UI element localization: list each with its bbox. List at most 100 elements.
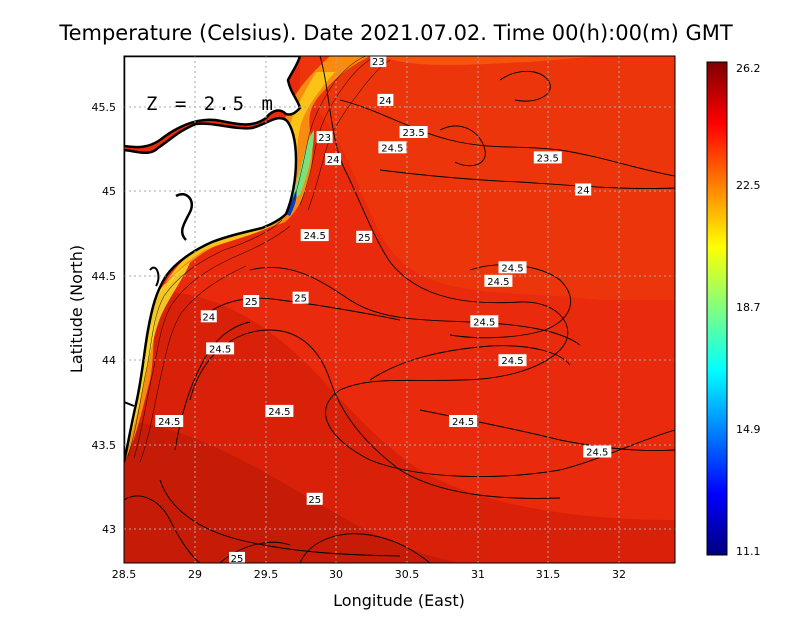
contour-label: 23 <box>316 131 333 144</box>
contour-label: 23.5 <box>399 126 428 139</box>
lat-lon-grid <box>124 56 675 563</box>
contour-label-text: 24.5 <box>487 277 509 288</box>
colorbar-tick-label: 22.5 <box>736 179 761 192</box>
contour-label-box <box>370 56 387 68</box>
contour-label: 24.5 <box>300 229 329 242</box>
coastal-isotherm-lines <box>127 56 391 463</box>
contour-label-box <box>378 141 407 154</box>
contour-label-box <box>449 415 478 427</box>
contour-label: 24.5 <box>155 415 184 428</box>
land-north <box>124 56 302 149</box>
contour-label: 24 <box>325 153 342 166</box>
contour-label-box <box>377 93 394 106</box>
contour-label: 24.5 <box>378 141 407 154</box>
contour-label-text: 24.5 <box>381 143 403 154</box>
isotherm-lines <box>124 56 675 563</box>
x-tick-label: 29 <box>188 568 202 581</box>
contour-label-text: 23 <box>372 57 385 68</box>
contour-label: 24.5 <box>206 342 235 355</box>
contour-label-text: 24 <box>379 96 392 107</box>
contour-label: 24.5 <box>498 354 527 367</box>
contour-label-text: 25 <box>231 554 244 565</box>
contour-label: 24.5 <box>583 445 612 459</box>
contour-label-box <box>533 151 562 164</box>
contour-label-box <box>306 492 323 505</box>
x-axis-label: Longitude (East) <box>333 591 465 610</box>
contour-label-box <box>229 551 245 563</box>
cooler-water-region <box>300 56 675 300</box>
colorbar-tick-label: 11.1 <box>736 545 761 558</box>
colorbar-gradient <box>706 61 728 556</box>
contour-label-text: 24.5 <box>473 317 495 328</box>
y-tick-label: 44.5 <box>92 270 117 283</box>
contour-label-box <box>325 153 342 166</box>
contour-label-text: 24 <box>327 155 340 166</box>
colorbar: 26.2 22.5 18.7 14.9 11.1 <box>706 61 761 558</box>
x-axis-ticks: 28.5 29 29.5 30 30.5 31 31.5 32 <box>112 568 626 581</box>
contour-label-text: 25 <box>308 495 321 506</box>
contour-label-box <box>399 126 428 138</box>
contour-label-text: 25 <box>358 233 371 244</box>
contour-label: 25 <box>292 291 309 305</box>
contour-label: 24.5 <box>484 274 513 288</box>
contour-label-text: 25 <box>294 294 307 305</box>
y-tick-label: 43.5 <box>92 439 117 452</box>
map-plot-area: 23 24 23.5 24.5 23 24 23.5 24 24.5 25 24.5 24.5 25 25… <box>124 56 675 565</box>
x-tick-label: 30 <box>329 568 343 581</box>
y-tick-label: 45.5 <box>92 101 117 114</box>
contour-label-text: 24.5 <box>268 407 290 418</box>
contour-label-box <box>583 445 612 458</box>
colorbar-tick-label: 14.9 <box>736 423 761 436</box>
x-tick-label: 32 <box>612 568 626 581</box>
contour-label: 24.5 <box>498 261 527 274</box>
x-tick-label: 31.5 <box>536 568 561 581</box>
contour-label: 25 <box>306 492 323 506</box>
contour-label-box <box>484 274 513 287</box>
warmest-water-region <box>124 420 460 563</box>
contour-label-text: 24 <box>577 186 590 197</box>
contour-label-text: 24.5 <box>209 344 231 355</box>
inland-border-line <box>149 266 160 287</box>
contour-label: 24.5 <box>470 315 499 328</box>
contour-label-text: 24.5 <box>501 263 523 274</box>
contour-label-text: 24.5 <box>452 417 474 428</box>
contour-label: 25 <box>356 230 373 244</box>
contour-label-box <box>300 229 329 242</box>
contour-label-text: 23.5 <box>402 128 424 139</box>
contour-label-box <box>356 230 373 243</box>
x-tick-label: 29.5 <box>254 568 279 581</box>
coastal-green-patch <box>290 130 314 200</box>
y-axis-ticks: 43 43.5 44 44.5 45 45.5 <box>92 101 117 536</box>
contour-label-box <box>316 131 333 144</box>
contour-label-text: 23.5 <box>537 153 559 164</box>
contour-label-text: 23 <box>318 133 331 144</box>
contour-label-box <box>498 261 527 274</box>
contour-label: 25 <box>243 295 260 308</box>
contour-label-text: 24 <box>202 312 215 323</box>
contour-label: 24 <box>200 310 217 323</box>
border-segment <box>124 401 135 407</box>
contour-label-box <box>292 291 309 304</box>
contour-label-box <box>575 183 592 196</box>
contour-label-box <box>155 415 184 427</box>
y-axis-label: Latitude (North) <box>67 245 86 373</box>
contour-label-text: 24.5 <box>501 356 523 367</box>
x-tick-label: 28.5 <box>112 568 137 581</box>
contour-label-text: 25 <box>245 297 258 308</box>
x-tick-label: 31 <box>471 568 485 581</box>
contour-label: 23.5 <box>533 151 562 164</box>
contour-label: 24 <box>377 93 394 107</box>
contour-label-box <box>243 295 260 307</box>
cool-northern-water <box>380 56 600 65</box>
depth-label: Z = 2.5 m <box>146 93 276 115</box>
contour-label-box <box>206 342 235 355</box>
contour-label-box <box>265 404 294 417</box>
contour-label-text: 24.5 <box>586 448 608 459</box>
y-tick-label: 43 <box>102 523 116 536</box>
plot-frame <box>123 55 676 564</box>
colorbar-tick-label: 26.2 <box>736 62 761 75</box>
contour-label: 23 <box>370 56 387 68</box>
contour-label-box <box>200 310 217 323</box>
contour-label-box <box>498 354 527 367</box>
